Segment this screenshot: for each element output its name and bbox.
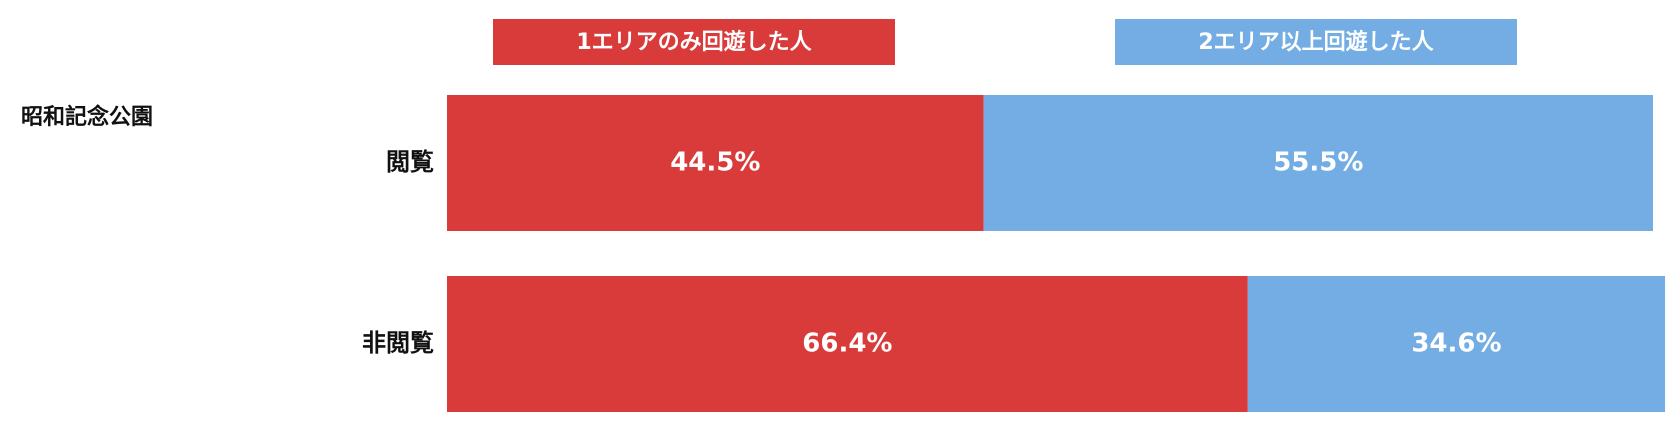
category-label: 非閲覧 xyxy=(362,329,434,357)
bar-segment xyxy=(1247,276,1666,412)
bar-segment xyxy=(447,95,984,231)
category-label: 閲覧 xyxy=(386,148,434,176)
bar-segment xyxy=(983,95,1653,231)
legend-label: 2エリア以上回遊した人 xyxy=(1198,29,1433,55)
data-label: 34.6% xyxy=(1411,329,1501,359)
data-label: 66.4% xyxy=(802,329,892,359)
legend-swatch xyxy=(493,19,895,65)
bar-segment xyxy=(447,276,1248,412)
legend-label: 1エリアのみ回遊した人 xyxy=(576,29,811,55)
data-label: 55.5% xyxy=(1273,148,1363,178)
group-label: 昭和記念公園 xyxy=(21,104,153,130)
legend-swatch xyxy=(1115,19,1517,65)
data-label: 44.5% xyxy=(670,148,760,178)
